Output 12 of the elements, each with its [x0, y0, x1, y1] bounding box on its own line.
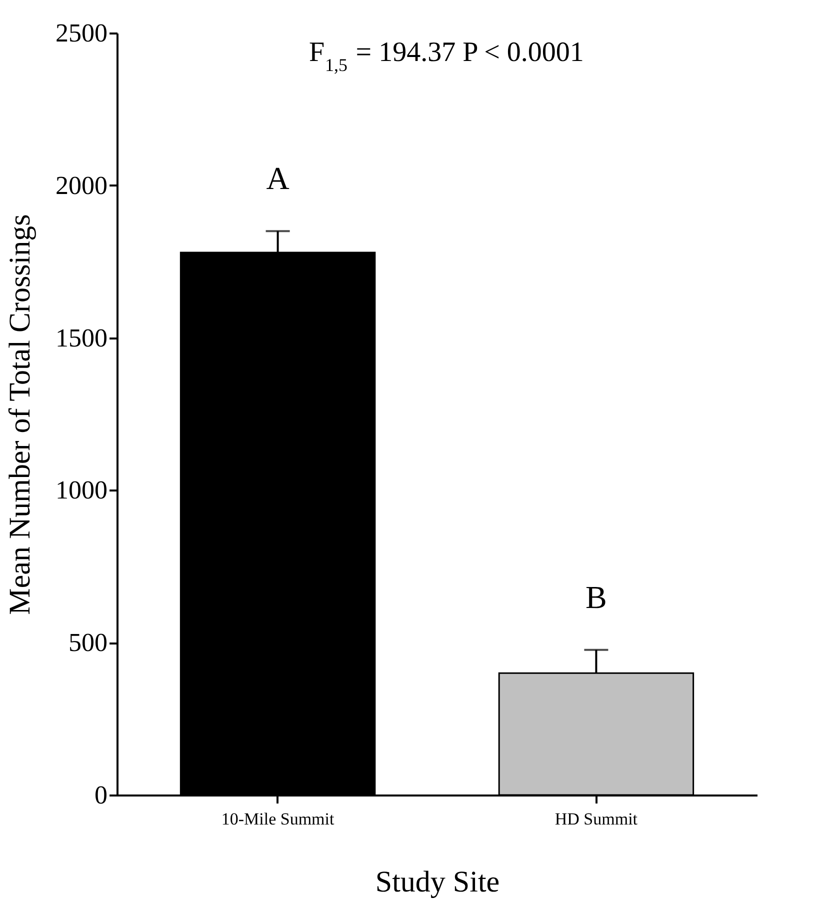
y-tick-label: 1000 [56, 476, 108, 505]
annotation: A [266, 160, 290, 196]
y-tick-label: 500 [68, 628, 108, 658]
x-axis-title: Study Site [375, 866, 500, 898]
x-tick-label: HD Summit [554, 810, 638, 828]
y-tick-label: 2000 [56, 170, 108, 200]
x-tick-label: 10-Mile Summit [221, 810, 334, 828]
y-tick-label: 1500 [56, 323, 108, 352]
y-axis-title: Mean Number of Total Crossings [4, 214, 36, 615]
annotation: B [586, 578, 607, 615]
y-tick-label: 0 [94, 780, 108, 810]
y-tick-label: 2500 [56, 18, 108, 48]
